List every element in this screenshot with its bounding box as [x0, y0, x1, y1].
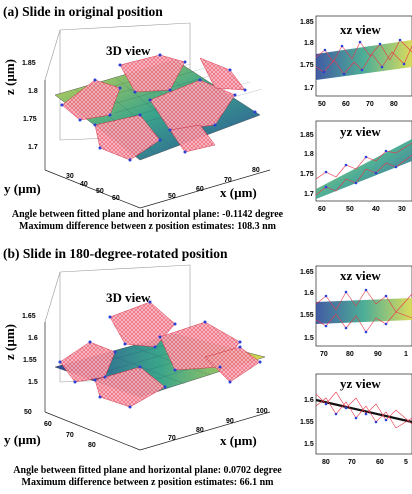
b-xz-view-title: xz view — [338, 268, 383, 284]
a-xz-x-tick: 70 — [366, 101, 374, 108]
b-y-tick: 80 — [88, 442, 96, 449]
a-y-tick: 60 — [112, 195, 120, 202]
b-xz-z-tick: 1.6 — [304, 290, 314, 297]
panel-b-3d — [44, 264, 271, 451]
b-xz-x-tick: 70 — [320, 351, 328, 358]
a-y-axis-label: y (µm) — [4, 181, 41, 196]
data-points — [60, 53, 257, 162]
b-yz-z-tick: 1.5 — [304, 441, 314, 448]
a-x-axis-label: x (µm) — [220, 185, 257, 200]
a-xz-x-tick: 80 — [390, 101, 398, 108]
b-3d-view-title: 3D view — [106, 290, 151, 305]
a-caption-angle: Angle between fitted plane and horizonta… — [11, 209, 284, 220]
b-xz-z-tick: 1.65 — [300, 269, 314, 276]
a-yz-y-tick: 30 — [398, 206, 406, 213]
b-xz-x-tick: 1 — [404, 351, 408, 358]
a-z-tick: 1.8 — [28, 88, 38, 95]
b-xz-z-tick: 1.5 — [304, 335, 314, 342]
a-xz-z-tick: 1.7 — [304, 85, 314, 92]
a-caption: Angle between fitted plane and horizonta… — [0, 209, 295, 233]
b-caption-angle: Angle between fitted plane and horizonta… — [13, 465, 282, 476]
b-y-tick: 50 — [24, 409, 32, 416]
b-z-tick: 1.65 — [22, 313, 36, 320]
b-x-tick: 100 — [256, 408, 268, 415]
a-xz-view-title: xz view — [338, 22, 383, 38]
b-yz-y-tick: 5 — [404, 459, 408, 466]
a-3d-view-title: 3D view — [106, 43, 151, 58]
a-yz-z-tick: 1.8 — [304, 151, 314, 158]
section-a-title: (a) Slide in original position — [3, 4, 163, 19]
b-xz-z-tick: 1.55 — [300, 312, 314, 319]
a-yz-z-tick: 1.7 — [304, 191, 314, 198]
a-xz-z-tick: 1.75 — [300, 62, 314, 69]
a-y-tick: 50 — [96, 188, 104, 195]
measured-mesh — [59, 301, 261, 408]
b-caption: Angle between fitted plane and horizonta… — [0, 465, 295, 489]
section-b-title: (b) Slide in 180-degree-rotated position — [3, 246, 228, 261]
a-3d-ticks: 1.85 1.8 1.75 1.7 30 40 50 60 50 60 70 8… — [22, 60, 260, 202]
b-x-axis-label: x (µm) — [220, 433, 257, 448]
a-y-tick: 30 — [66, 173, 74, 180]
b-z-tick: 1.5 — [28, 379, 38, 386]
b-z-tick: 1.6 — [28, 335, 38, 342]
b-yz-view-title: yz view — [338, 376, 383, 392]
a-xz-x-tick: 50 — [318, 101, 326, 108]
a-xz-x-tick: 60 — [342, 101, 350, 108]
b-y-axis-label: y (µm) — [4, 432, 41, 447]
b-x-tick: 70 — [168, 435, 176, 442]
a-yz-view-title: yz view — [338, 124, 383, 140]
b-z-tick: 1.55 — [23, 357, 37, 364]
a-yz-y-tick: 60 — [318, 206, 326, 213]
a-xz-z-tick: 1.8 — [304, 40, 314, 47]
b-y-tick: 60 — [44, 421, 52, 428]
b-xz-x-tick: 80 — [346, 351, 354, 358]
a-yz-z-tick: 1.85 — [300, 132, 314, 139]
b-xz-x-tick: 90 — [374, 351, 382, 358]
b-caption-maxdiff: Maximum difference between z position es… — [21, 477, 274, 488]
a-x-tick: 60 — [196, 186, 204, 193]
measured-mesh — [61, 54, 246, 161]
a-z-tick: 1.7 — [28, 144, 38, 151]
b-x-tick: 90 — [226, 418, 234, 425]
b-yz-y-tick: 80 — [322, 459, 330, 466]
a-y-tick: 40 — [80, 181, 88, 188]
a-x-tick: 80 — [252, 167, 260, 174]
a-caption-maxdiff: Maximum difference between z position es… — [19, 221, 276, 232]
a-z-tick: 1.75 — [23, 116, 37, 123]
b-yz-y-tick: 70 — [348, 459, 356, 466]
b-y-tick: 70 — [66, 432, 74, 439]
data-points — [58, 300, 262, 409]
panel-a-3d — [44, 22, 271, 209]
a-yz-y-tick: 40 — [372, 206, 380, 213]
b-yz-z-tick: 1.6 — [304, 397, 314, 404]
a-x-tick: 50 — [168, 193, 176, 200]
a-yz-z-tick: 1.75 — [300, 171, 314, 178]
b-yz-y-tick: 60 — [376, 459, 384, 466]
a-yz-y-tick: 50 — [346, 206, 354, 213]
a-x-tick: 70 — [224, 177, 232, 184]
b-x-tick: 80 — [196, 427, 204, 434]
b-yz-z-tick: 1.55 — [300, 419, 314, 426]
b-3d-ticks: 1.65 1.6 1.55 1.5 50 60 70 80 70 80 90 1… — [22, 313, 268, 449]
a-xz-z-tick: 1.85 — [300, 19, 314, 26]
a-z-tick: 1.85 — [22, 60, 36, 67]
